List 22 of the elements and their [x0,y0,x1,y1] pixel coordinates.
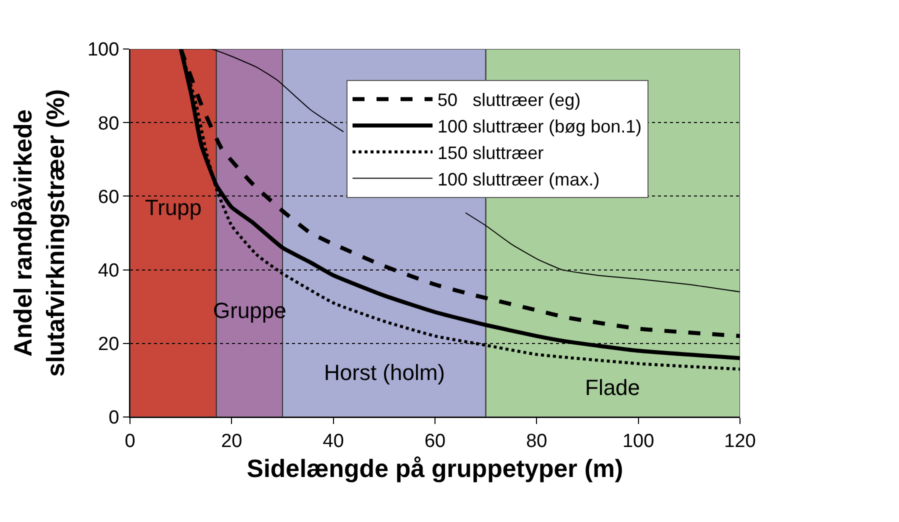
legend-label: 100 sluttræer (bøg bon.1) [438,116,642,137]
x-tick-label: 60 [424,430,446,452]
x-tick-label: 0 [124,430,136,452]
x-tick-label: 80 [526,430,548,452]
legend-label: 50 sluttræer (eg) [438,90,581,110]
legend-label: 100 sluttræer (max.) [438,169,600,190]
band-label: Trupp [145,195,202,220]
x-tick-label: 40 [322,430,344,452]
band-label: Flade [585,375,640,400]
x-axis-title: Sidelængde på gruppetyper (m) [246,454,624,483]
legend-label: 150 sluttræer [438,142,544,163]
x-tick-label: 100 [622,430,654,452]
y-tick-label: 80 [98,113,120,134]
x-tick-label: 120 [724,430,756,452]
y-tick-label: 20 [98,334,120,356]
y-tick-label: 40 [98,260,120,282]
y-tick-label: 100 [87,40,120,61]
x-tick-label: 20 [221,430,242,452]
y-tick-label: 0 [108,408,120,429]
y-axis-title: Andel randpåvirkede slutafvirkningstræer (%) [10,89,70,377]
band-label: Horst (holm) [324,360,446,385]
y-tick-label: 60 [98,186,120,208]
